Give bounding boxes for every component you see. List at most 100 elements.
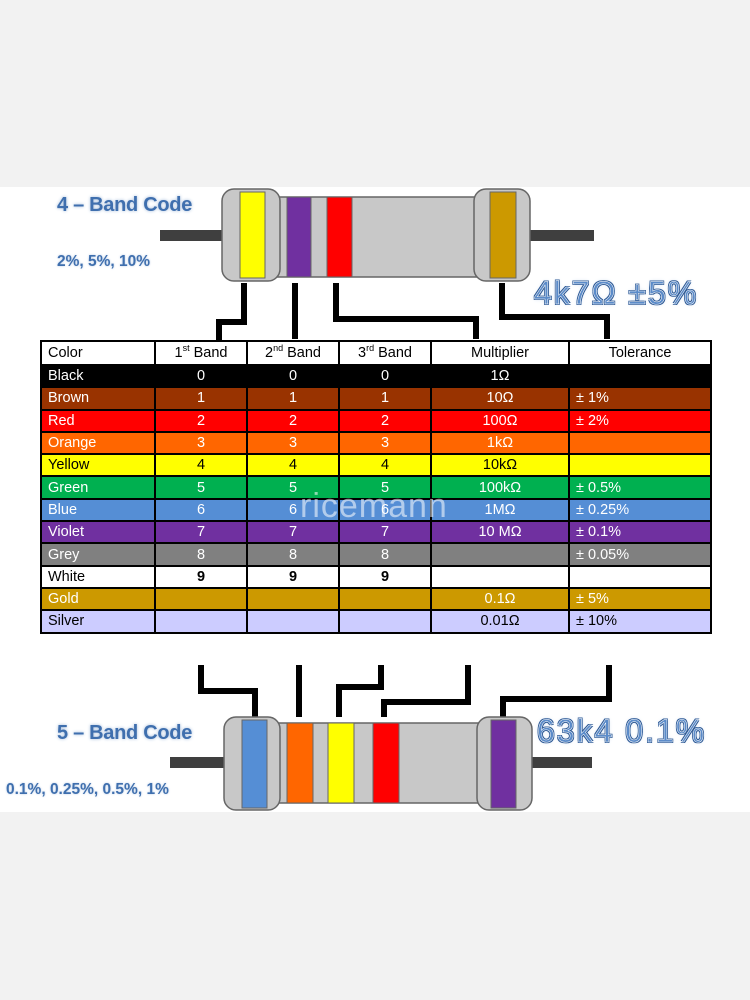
cell-tolerance: ± 1% (568, 386, 712, 411)
table-row: Silver 0.01Ω ± 10% (40, 609, 712, 634)
cell-tolerance: ± 2% (568, 408, 712, 433)
cell-tolerance: ± 10% (568, 609, 712, 634)
cell-band-3: 3 (338, 430, 432, 456)
cell-color-name: Grey (40, 542, 156, 567)
table-row: Blue 6 6 6 1MΩ ± 0.25% (40, 497, 712, 523)
table-row: Orange 3 3 3 1kΩ (40, 430, 712, 456)
cell-multiplier (430, 564, 570, 589)
header-band-2-sup: nd (273, 343, 284, 354)
top-band-2 (286, 196, 312, 278)
bottom-band-2 (286, 722, 314, 804)
four-band-tolerances: 2%, 5%, 10% (57, 253, 151, 270)
header-band-2: 2nd Band (246, 340, 340, 366)
bottom-band-4 (372, 722, 400, 804)
header-band-3-rest: Band (374, 345, 412, 361)
cell-band-1: 7 (154, 520, 248, 545)
cell-band-2: 9 (246, 564, 340, 589)
cell-band-3: 5 (338, 475, 432, 500)
header-band-2-rest: Band (283, 345, 321, 361)
header-band-1-sup: st (182, 343, 190, 354)
cell-band-1: 5 (154, 475, 248, 500)
cell-band-3 (338, 609, 432, 634)
five-band-example-value: 63k4 0.1% (537, 713, 707, 750)
header-multiplier: Multiplier (430, 340, 570, 366)
cell-band-2: 2 (246, 408, 340, 433)
cell-multiplier: 0.01Ω (430, 609, 570, 634)
cell-band-3: 1 (338, 386, 432, 411)
cell-band-3: 6 (338, 497, 432, 523)
cell-band-2: 4 (246, 453, 340, 478)
cell-band-3 (338, 586, 432, 612)
cell-multiplier: 100kΩ (430, 475, 570, 500)
cell-tolerance: ± 0.05% (568, 542, 712, 567)
cell-multiplier: 1MΩ (430, 497, 570, 523)
cell-color-name: Black (40, 363, 156, 389)
cell-tolerance (568, 430, 712, 456)
table-row: Brown 1 1 1 10Ω ± 1% (40, 386, 712, 411)
resistor-diagram (160, 188, 612, 811)
cell-band-3: 2 (338, 408, 432, 433)
table-row: Red 2 2 2 100Ω ± 2% (40, 408, 712, 433)
cell-band-2: 6 (246, 497, 340, 523)
bottom-connectors (198, 665, 612, 717)
cell-color-name: Green (40, 475, 156, 500)
cell-color-name: Gold (40, 586, 156, 612)
cell-band-2: 3 (246, 430, 340, 456)
cell-multiplier: 10kΩ (430, 453, 570, 478)
cell-color-name: White (40, 564, 156, 589)
cell-band-2: 0 (246, 363, 340, 389)
header-color: Color (40, 340, 156, 366)
cell-multiplier: 1kΩ (430, 430, 570, 456)
color-code-table: Color 1st Band 2nd Band 3rd Band Multipl… (40, 340, 712, 634)
header-tolerance: Tolerance (568, 340, 712, 366)
bottom-band-5 (490, 719, 517, 809)
five-band-tolerances: 0.1%, 0.25%, 0.5%, 1% (6, 781, 169, 798)
cell-band-1: 4 (154, 453, 248, 478)
cell-multiplier: 10 MΩ (430, 520, 570, 545)
cell-color-name: Orange (40, 430, 156, 456)
header-band-1-num: 1 (174, 345, 183, 361)
top-connectors (216, 283, 610, 342)
bottom-lead-left (170, 757, 230, 768)
cell-band-2: 7 (246, 520, 340, 545)
cell-color-name: Brown (40, 386, 156, 411)
cell-band-2: 5 (246, 475, 340, 500)
cell-band-1: 3 (154, 430, 248, 456)
table-row: Gold 0.1Ω ± 5% (40, 586, 712, 612)
header-band-2-num: 2 (265, 345, 274, 361)
cell-band-1: 8 (154, 542, 248, 567)
table-row: Black 0 0 0 1Ω (40, 363, 712, 389)
cell-band-1: 2 (154, 408, 248, 433)
header-band-3-sup: rd (366, 343, 375, 354)
top-band-4 (489, 191, 517, 279)
table-header-row: Color 1st Band 2nd Band 3rd Band Multipl… (40, 340, 712, 366)
cell-color-name: Silver (40, 609, 156, 634)
cell-band-3: 0 (338, 363, 432, 389)
cell-tolerance (568, 363, 712, 389)
cell-color-name: Red (40, 408, 156, 433)
cell-tolerance: ± 5% (568, 586, 712, 612)
cell-band-3: 9 (338, 564, 432, 589)
table-row: Green 5 5 5 100kΩ ± 0.5% (40, 475, 712, 500)
cell-tolerance: ± 0.1% (568, 520, 712, 545)
cell-tolerance (568, 564, 712, 589)
header-band-3-num: 3 (358, 345, 367, 361)
cell-multiplier (430, 542, 570, 567)
five-band-heading: 5 – Band Code (57, 722, 193, 744)
bottom-lead-right (530, 757, 592, 768)
cell-color-name: Violet (40, 520, 156, 545)
cell-color-name: Yellow (40, 453, 156, 478)
cell-multiplier: 1Ω (430, 363, 570, 389)
cell-band-1: 6 (154, 497, 248, 523)
cell-tolerance: ± 0.25% (568, 497, 712, 523)
cell-band-2 (246, 586, 340, 612)
cell-band-3: 8 (338, 542, 432, 567)
header-band-1: 1st Band (154, 340, 248, 366)
top-band-3 (326, 196, 353, 278)
cell-band-1: 0 (154, 363, 248, 389)
cell-band-1 (154, 586, 248, 612)
cell-multiplier: 10Ω (430, 386, 570, 411)
table-row: Violet 7 7 7 10 MΩ ± 0.1% (40, 520, 712, 545)
header-band-1-rest: Band (189, 345, 228, 361)
header-band-3: 3rd Band (338, 340, 432, 366)
